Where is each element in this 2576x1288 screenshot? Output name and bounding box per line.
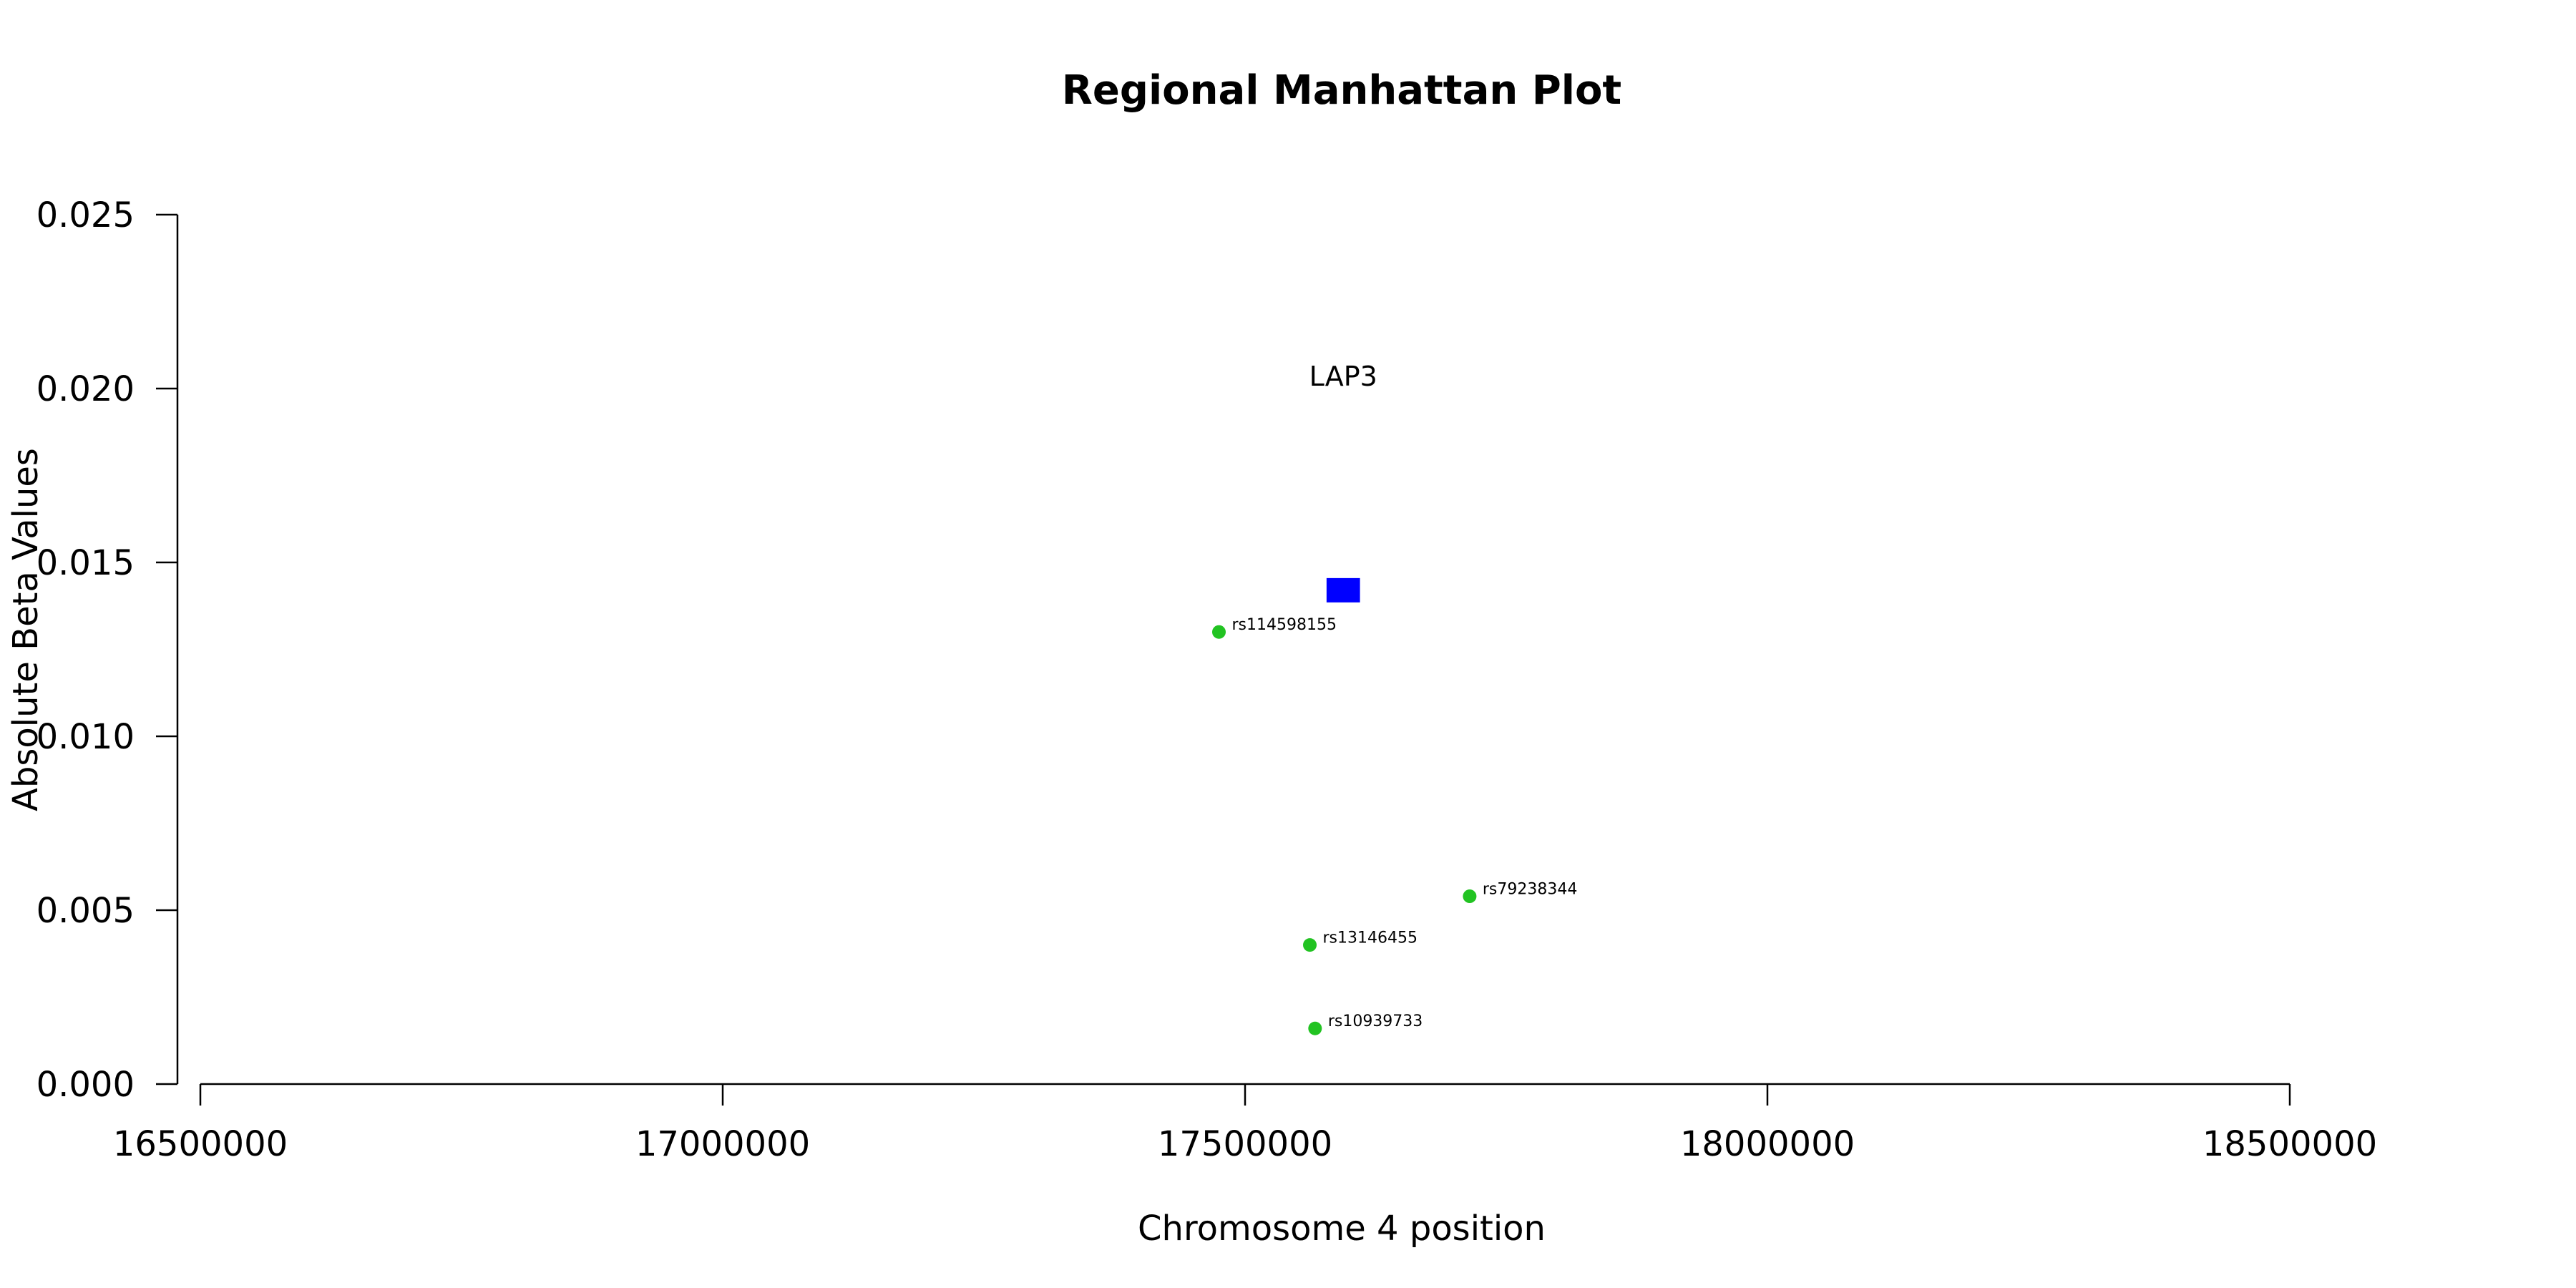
y-tick-label: 0.025 [36, 195, 135, 235]
x-tick-label: 17000000 [635, 1124, 810, 1164]
snp-label: rs10939733 [1328, 1013, 1423, 1030]
snp-label: rs13146455 [1323, 930, 1418, 947]
snp-label: rs79238344 [1483, 881, 1577, 899]
x-axis-label: Chromosome 4 position [1138, 1209, 1546, 1249]
y-tick-label: 0.000 [36, 1065, 135, 1105]
gene-label: LAP3 [1309, 361, 1377, 392]
x-tick-label: 18000000 [1680, 1124, 1855, 1164]
gene-layer: LAP3 [1309, 361, 1377, 602]
x-tick-label: 16500000 [113, 1124, 288, 1164]
snp-layer: rs114598155 rs79238344 rs13146455 rs1093973… [1212, 616, 1577, 1035]
x-tick-label: 18500000 [2202, 1124, 2377, 1164]
y-tick-label: 0.005 [36, 891, 135, 931]
x-tick-label: 17500000 [1158, 1124, 1332, 1164]
snp-label: rs114598155 [1232, 616, 1337, 634]
y-tick-label: 0.010 [36, 717, 135, 757]
x-axis: 16500000 17000000 17500000 18000000 18500000 [113, 1083, 2377, 1164]
y-axis: 0.000 0.005 0.010 0.015 0.020 0.025 [36, 195, 179, 1105]
snp-point [1308, 1021, 1322, 1035]
y-tick-label: 0.020 [36, 369, 135, 409]
y-axis-label: Absolute Beta Values [6, 448, 46, 811]
y-tick-label: 0.015 [36, 543, 135, 583]
snp-point [1463, 889, 1477, 904]
chart-title: Regional Manhattan Plot [1062, 67, 1621, 114]
gene-box [1326, 577, 1360, 602]
snp-point [1303, 938, 1317, 952]
snp-point [1212, 625, 1226, 639]
